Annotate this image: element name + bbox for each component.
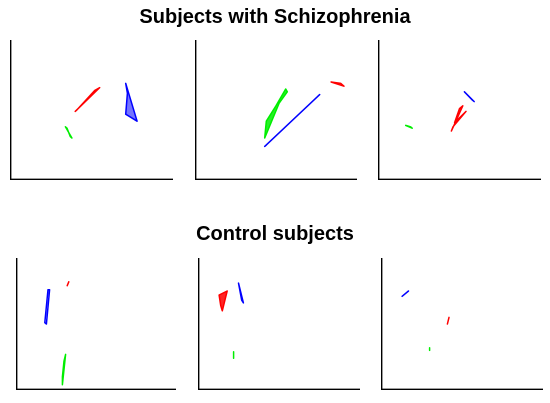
control-panel-3 <box>381 258 543 390</box>
blue-trajectory-shape <box>124 82 138 122</box>
control-panel-2 <box>198 258 360 390</box>
green-trajectory-shape <box>263 88 289 139</box>
blue-trajectory-shape <box>237 282 245 304</box>
red-trajectory-shape <box>330 81 345 87</box>
blue-trajectory-shape <box>401 290 410 298</box>
blue-trajectory-shape <box>463 91 475 103</box>
axis-lines <box>378 40 541 180</box>
axis-lines <box>16 258 176 390</box>
axis-lines <box>10 40 173 180</box>
red-trajectory-shape <box>450 105 467 132</box>
green-trajectory-shape <box>61 353 67 386</box>
red-trajectory-shape <box>218 290 228 312</box>
green-trajectory-shape <box>64 126 73 139</box>
blue-trajectory-shape <box>263 93 321 148</box>
blue-trajectory-shape <box>44 288 51 325</box>
schizophrenia-panel-2 <box>195 40 357 180</box>
red-trajectory-shape <box>74 86 101 113</box>
schizophrenia-section-title: Subjects with Schizophrenia <box>139 6 411 28</box>
red-trajectory-shape <box>446 316 450 325</box>
axis-lines <box>381 258 543 390</box>
control-section-title: Control subjects <box>196 223 354 245</box>
green-trajectory-shape <box>404 124 413 129</box>
schizophrenia-panel-3 <box>378 40 541 180</box>
axis-lines <box>195 40 357 180</box>
red-trajectory-shape <box>66 281 70 287</box>
schizophrenia-panel-1 <box>10 40 173 180</box>
axis-lines <box>198 258 360 390</box>
control-panel-1 <box>16 258 176 390</box>
